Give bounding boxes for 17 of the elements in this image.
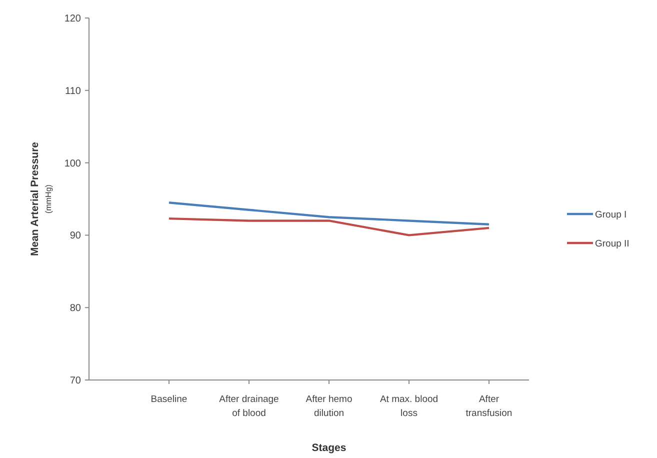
y-tick-label: 70 <box>70 376 82 386</box>
y-tick-label: 100 <box>64 158 82 170</box>
line-series <box>168 202 490 226</box>
x-tick-label: Baseline <box>150 394 188 405</box>
x-tick-label: After drainage of blood <box>219 394 279 419</box>
y-tick-label: 120 <box>64 14 82 24</box>
legend-label: Group I <box>595 209 627 220</box>
x-tick-label: At max. blood loss <box>380 394 438 419</box>
line-series <box>168 217 490 236</box>
y-tick-label: 80 <box>70 303 82 314</box>
x-tick-label: After hemo dilution <box>306 394 352 419</box>
x-axis-title: Stages <box>312 442 346 454</box>
y-tick-label: 90 <box>70 230 82 242</box>
legend-label: Group II <box>595 238 630 250</box>
y-tick-label: 110 <box>65 86 82 97</box>
y-axis-title: Mean Arterial Pressure (mmHg) <box>29 142 53 256</box>
x-tick-label: After transfusion <box>466 394 512 419</box>
